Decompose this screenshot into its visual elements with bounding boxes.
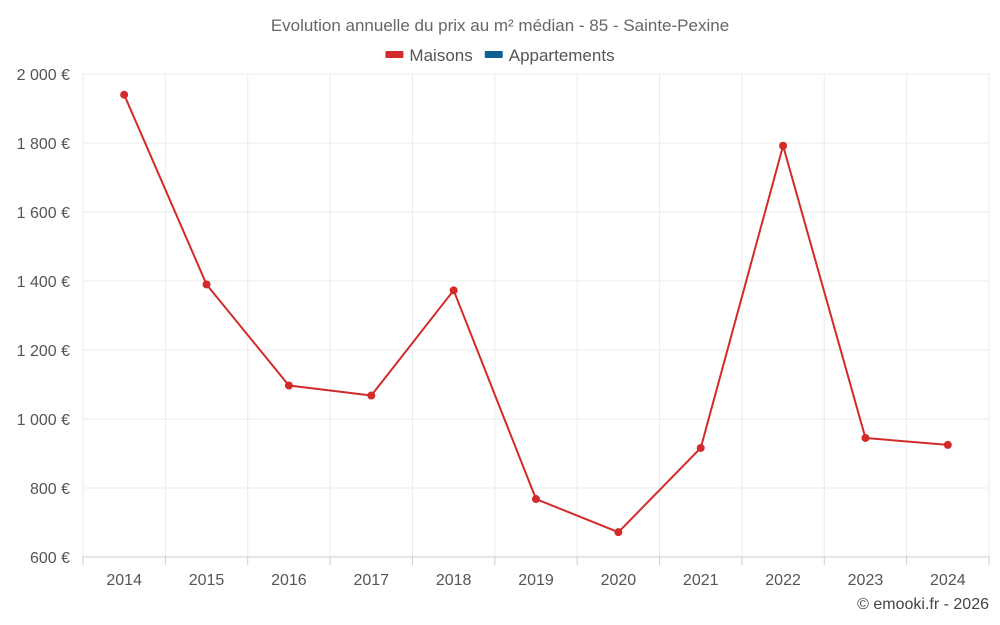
x-tick-label: 2020	[601, 572, 637, 589]
data-point[interactable]	[614, 528, 623, 537]
data-point[interactable]	[861, 433, 870, 442]
y-tick-label: 600 €	[30, 550, 70, 567]
legend-item-maisons[interactable]: Maisons	[385, 46, 473, 65]
x-tick-label: 2021	[683, 572, 719, 589]
data-point[interactable]	[779, 141, 788, 150]
credit-text: © emooki.fr - 2026	[857, 596, 989, 613]
y-tick-label: 1 800 €	[17, 136, 70, 153]
data-point[interactable]	[120, 90, 129, 99]
data-point[interactable]	[943, 440, 952, 449]
x-axis: 2014 2015 2016 2017 2018 2019 2020 2021 2022 2023…	[82, 556, 990, 589]
x-tick-label: 2014	[106, 572, 142, 589]
data-point[interactable]	[202, 280, 211, 289]
series-layer	[120, 90, 952, 537]
y-tick-label: 800 €	[30, 481, 70, 498]
chart-title: Evolution annuelle du prix au m² médian …	[271, 16, 729, 35]
legend-item-appartements[interactable]: Appartements	[484, 46, 615, 65]
x-tick-label: 2024	[930, 572, 966, 589]
grid	[82, 73, 990, 557]
legend-swatch	[484, 51, 503, 58]
x-tick-label: 2019	[518, 572, 554, 589]
x-tick-label: 2017	[353, 572, 389, 589]
x-tick-label: 2018	[436, 572, 472, 589]
data-point[interactable]	[532, 495, 540, 504]
y-tick-label: 1 600 €	[17, 205, 70, 222]
x-tick-label: 2023	[848, 572, 884, 589]
y-axis: 600 € 800 € 1 000 € 1 200 € 1 400 € 1 600 € 1 …	[17, 67, 70, 567]
y-tick-label: 2 000 €	[17, 67, 70, 84]
y-tick-label: 1 000 €	[17, 412, 70, 429]
x-tick-label: 2022	[765, 572, 801, 589]
x-tick-label: 2016	[271, 572, 307, 589]
data-point[interactable]	[449, 286, 458, 295]
data-point[interactable]	[367, 391, 376, 400]
legend-label: Appartements	[509, 46, 615, 65]
legend: Maisons Appartements	[385, 46, 615, 65]
data-point[interactable]	[696, 443, 705, 452]
x-tick-label: 2015	[189, 572, 225, 589]
legend-swatch	[385, 51, 404, 58]
data-point[interactable]	[284, 381, 293, 390]
legend-label: Maisons	[409, 46, 472, 65]
y-tick-label: 1 200 €	[17, 343, 70, 360]
y-tick-label: 1 400 €	[17, 274, 70, 291]
